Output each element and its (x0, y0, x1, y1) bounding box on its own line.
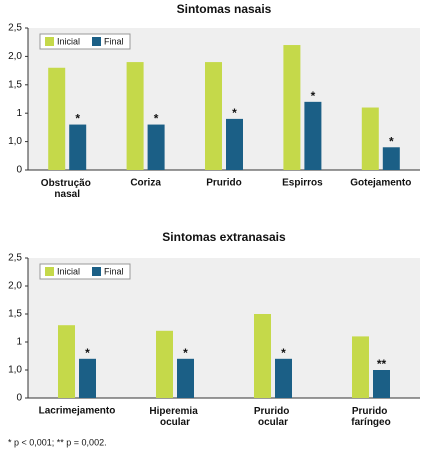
legend-swatch (92, 37, 101, 46)
significance-marker: * (75, 112, 80, 126)
y-tick-label: 0 (16, 165, 22, 176)
bar (352, 336, 369, 398)
y-tick-label: 1 (16, 337, 22, 348)
legend-swatch (45, 37, 54, 46)
significance-marker: * (85, 346, 90, 360)
bar (79, 358, 96, 398)
legend-label: Inicial (57, 36, 80, 46)
x-tick-label: Coriza (130, 178, 161, 189)
bar (254, 314, 271, 398)
bar (177, 358, 194, 398)
bar (58, 325, 75, 398)
bar (147, 124, 165, 170)
footnote: * p < 0,001; ** p = 0,002. (8, 437, 107, 447)
bar (373, 370, 390, 398)
legend-box (39, 263, 131, 280)
chart-title: Sintomas extranasais (162, 230, 286, 244)
x-tick-label: Prurido (206, 178, 242, 189)
bar (69, 124, 87, 170)
bar (283, 45, 301, 170)
legend-swatch (45, 267, 54, 276)
y-tick-label: 2,0 (8, 281, 22, 292)
legend-label: Inicial (57, 266, 80, 276)
significance-marker: * (232, 106, 237, 120)
bar (275, 358, 292, 398)
x-tick-label: Lacrimejamento (39, 406, 116, 417)
x-tick-label: Espirros (282, 178, 323, 189)
bar (361, 107, 379, 170)
bar (126, 62, 144, 170)
significance-marker: * (154, 112, 159, 126)
bar (156, 330, 173, 398)
significance-marker: * (183, 346, 188, 360)
chart-title: Sintomas nasais (177, 2, 272, 16)
legend-label: Final (104, 266, 124, 276)
significance-marker: ** (377, 357, 387, 371)
plot-background (28, 28, 420, 170)
bar (48, 67, 66, 170)
significance-marker: * (281, 346, 286, 360)
y-tick-label: 1,5 (8, 309, 22, 320)
legend-box (39, 33, 131, 50)
x-tick-label: Prurido ocular (254, 406, 292, 428)
bar (205, 62, 222, 170)
y-tick-label: 2,5 (8, 23, 22, 34)
y-tick-label: 0 (16, 393, 22, 404)
y-tick-label: 2,0 (8, 51, 22, 62)
bar (382, 147, 400, 170)
y-tick-label: 1,5 (8, 79, 22, 90)
legend-swatch (92, 267, 101, 276)
y-tick-label: 2,5 (8, 253, 22, 264)
y-tick-label: 1,0 (8, 365, 22, 376)
x-tick-label: Obstrução nasal (41, 178, 94, 200)
x-tick-label: Hiperemia ocular (149, 406, 200, 428)
x-tick-label: Gotejamento (350, 178, 411, 189)
bar (226, 118, 243, 170)
significance-marker: * (311, 89, 316, 103)
y-tick-label: 1,0 (8, 136, 22, 147)
legend-label: Final (104, 36, 124, 46)
significance-marker: * (389, 134, 394, 148)
bar (304, 101, 322, 170)
y-tick-label: 1 (16, 108, 22, 119)
x-tick-label: Prurido faríngeo (351, 406, 390, 428)
